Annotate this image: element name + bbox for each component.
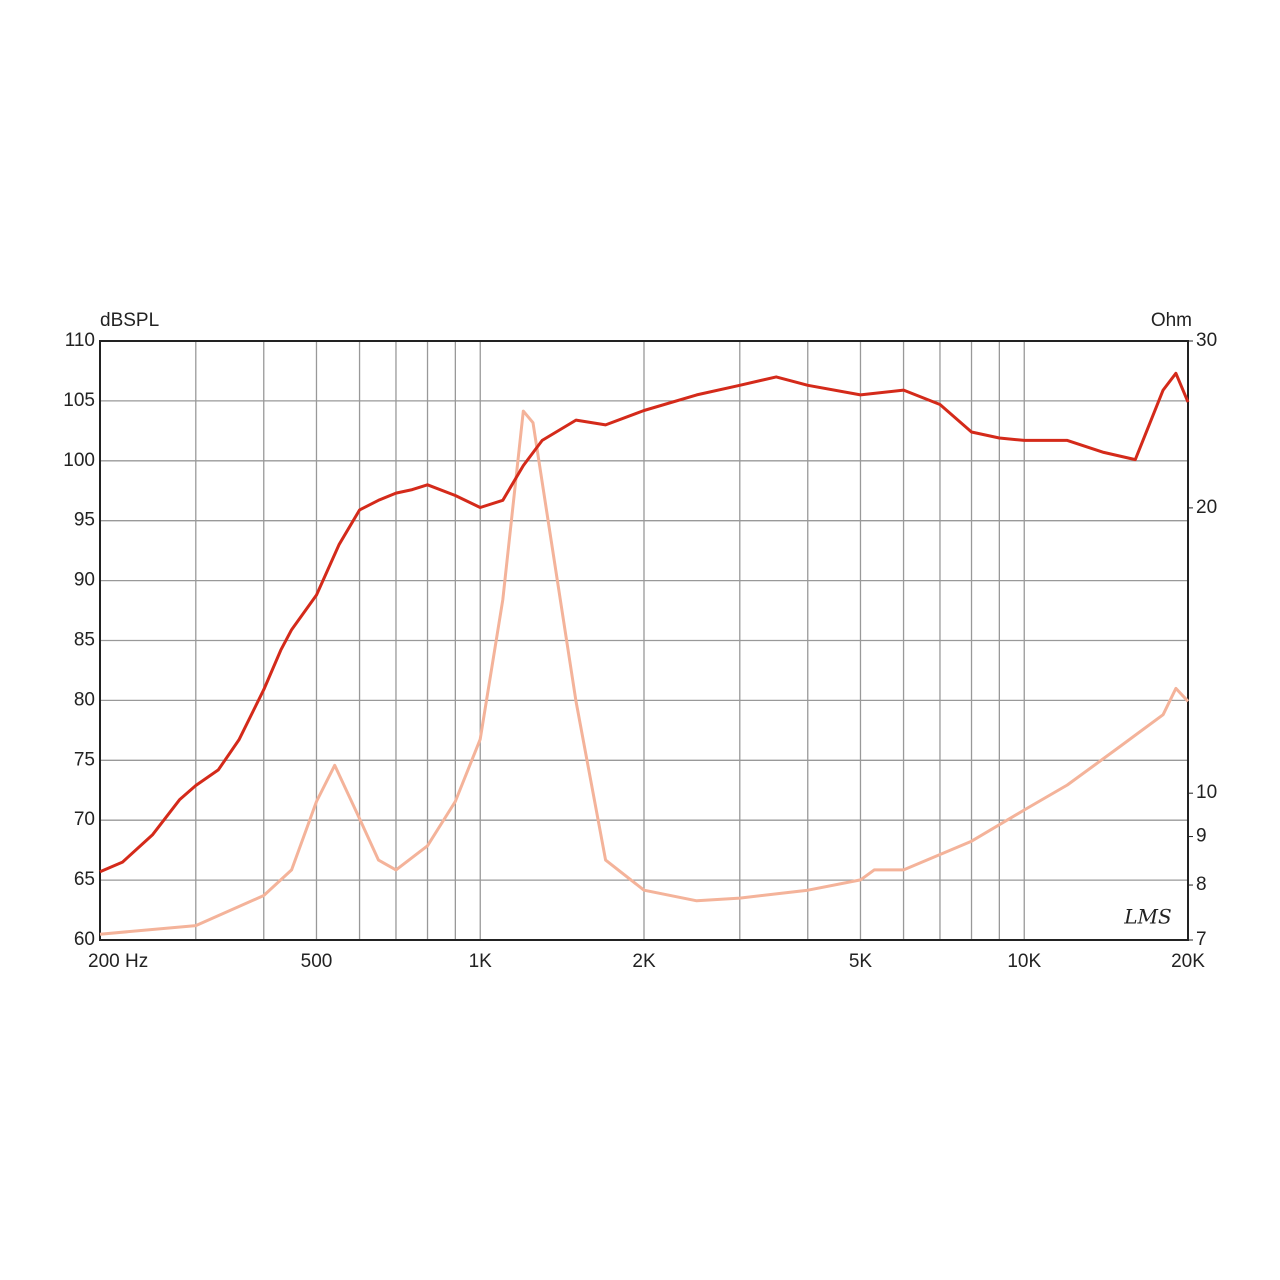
y2-tick-label: 20 [1196,497,1217,518]
y-tick-label: 100 [63,450,95,471]
y2-tick-label: 30 [1196,330,1217,351]
y-tick-label: 80 [74,689,95,710]
y-tick-label: 70 [74,809,95,830]
x-tick-label: 5K [849,951,873,972]
x-tick-label: 200 Hz [88,951,148,972]
x-tick-label: 2K [632,951,656,972]
y2-axis-label: Ohm [1151,310,1192,331]
y-tick-label: 110 [65,330,95,351]
y-tick-label: 65 [74,869,95,890]
data-line [99,371,1190,874]
annotation: LMS [1123,905,1171,929]
y-tick-label: 105 [63,390,95,411]
y-tick-label: 85 [74,630,95,651]
y2-tick-label: 10 [1196,782,1217,803]
plot-frame [99,340,1189,941]
x-tick-label: 20K [1171,951,1205,972]
y-tick-label: 90 [74,570,95,591]
x-tick-label: 10K [1007,951,1041,972]
data-line [99,409,1190,936]
y-tick-label: 60 [74,929,95,950]
x-tick-label: 500 [301,951,333,972]
y-tick-label: 75 [74,749,95,770]
y2-tick-label: 7 [1196,929,1207,950]
y2-tick-label: 9 [1196,826,1207,847]
y-tick-label: 95 [74,510,95,531]
y-axis-label: dBSPL [100,310,159,331]
x-tick-label: 1K [469,951,493,972]
y2-tick-label: 8 [1196,874,1207,895]
